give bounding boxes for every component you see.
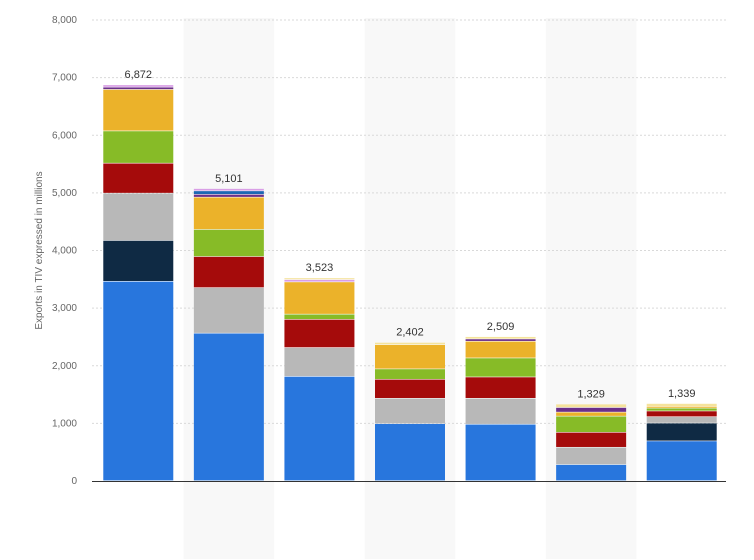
y-tick-label: 5,000 — [52, 188, 77, 199]
bar-segment — [646, 403, 717, 407]
bar-segment — [103, 85, 174, 87]
bar-segment — [375, 423, 445, 481]
bar-segment — [556, 412, 627, 416]
bars — [103, 85, 717, 481]
total-label: 2,402 — [396, 327, 424, 339]
total-label: 1,339 — [668, 388, 696, 400]
total-label: 2,509 — [487, 321, 515, 333]
bar-segment — [556, 432, 627, 447]
total-label: 5,101 — [215, 173, 243, 185]
bar-segment — [193, 191, 264, 195]
bar-segment — [193, 256, 264, 288]
y-axis-ticks: 0 1,000 2,000 3,000 4,000 5,000 6,000 7,000 8,00… — [52, 15, 77, 487]
bar-segment — [103, 281, 174, 481]
bar-segment — [103, 240, 174, 282]
y-tick-label: 0 — [71, 476, 77, 487]
bar-segment — [556, 407, 627, 412]
bar-segment — [284, 319, 355, 348]
category-bands — [183, 18, 637, 559]
bar-segment — [646, 411, 717, 417]
total-label: 3,523 — [306, 262, 334, 274]
bar-segment — [375, 398, 445, 424]
bar-segment — [465, 424, 536, 481]
bar-segment — [375, 379, 445, 398]
bar-segment — [375, 369, 445, 379]
bar-segment — [465, 377, 536, 398]
bar-segment — [646, 423, 717, 441]
bar-segment — [646, 408, 717, 411]
bar-segment — [284, 278, 355, 280]
bar-segment — [465, 336, 536, 339]
bar-segment — [556, 447, 627, 465]
bar-segment — [284, 282, 355, 314]
bar-segment — [103, 87, 174, 90]
bar-segment — [193, 229, 264, 257]
bar-segment — [103, 89, 174, 131]
y-tick-label: 4,000 — [52, 246, 77, 257]
bar-segment — [465, 341, 536, 358]
total-label: 1,329 — [577, 388, 605, 400]
bar-segment — [284, 314, 355, 320]
bar-segment — [193, 188, 264, 191]
bar-segment — [375, 342, 445, 345]
bar-segment — [193, 287, 264, 333]
bar-segment — [646, 417, 717, 423]
bar-segment — [284, 279, 355, 282]
bar-segment — [556, 464, 627, 481]
y-tick-label: 1,000 — [52, 418, 77, 429]
bar-segment — [103, 193, 174, 241]
bar-segment — [193, 194, 264, 197]
y-axis-title: Exports in TIV expressed in millions — [34, 171, 45, 329]
y-tick-label: 7,000 — [52, 73, 77, 84]
bar-segment — [103, 163, 174, 193]
y-tick-label: 6,000 — [52, 130, 77, 141]
bar-segment — [193, 197, 264, 230]
bar-segment — [284, 347, 355, 377]
bar-segment — [103, 131, 174, 163]
total-label: 6,872 — [125, 69, 153, 81]
bar-segment — [284, 376, 355, 481]
bar-segment — [193, 333, 264, 481]
y-tick-label: 2,000 — [52, 361, 77, 372]
total-labels: 6,872 5,101 3,523 2,402 2,509 1,329 1,339 — [125, 69, 696, 400]
bar-segment — [556, 404, 627, 408]
y-tick-label: 8,000 — [52, 15, 77, 26]
bar-segment — [465, 398, 536, 424]
bar-segment — [465, 339, 536, 341]
bar-segment — [646, 441, 717, 481]
bar-segment — [646, 406, 717, 408]
bar-segment — [465, 358, 536, 377]
bar-segment — [556, 416, 627, 432]
y-tick-label: 3,000 — [52, 303, 77, 314]
bar-segment — [375, 345, 445, 369]
